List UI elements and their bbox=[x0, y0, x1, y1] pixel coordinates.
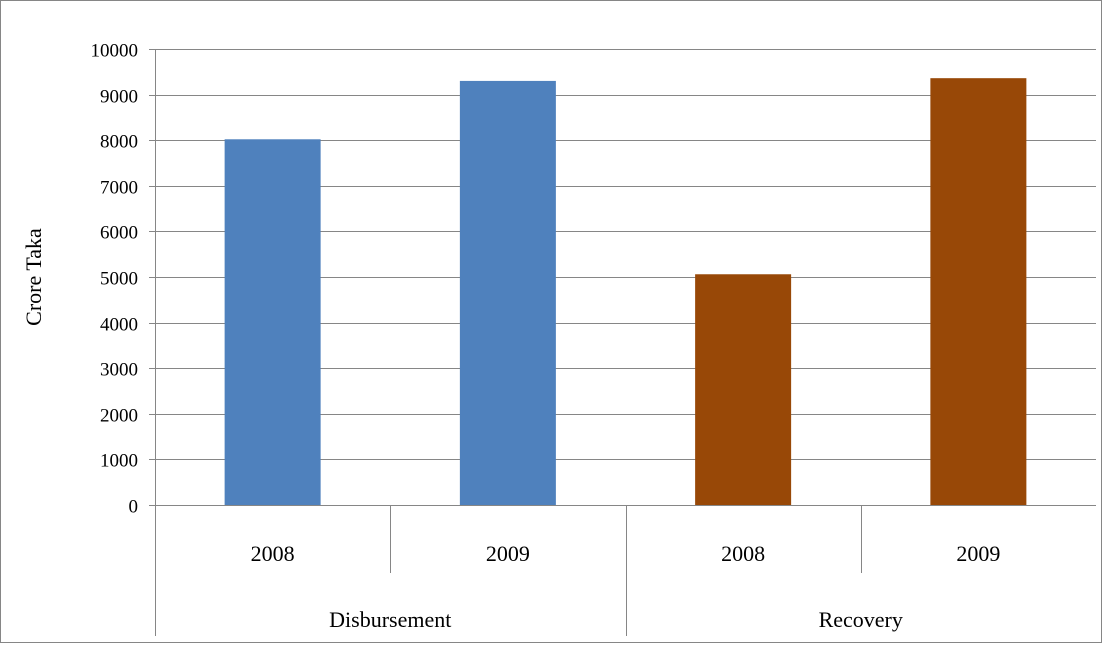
x-group-label: Disbursement bbox=[329, 607, 451, 632]
bars bbox=[224, 78, 1027, 506]
x-group-label: Recovery bbox=[819, 607, 903, 632]
x-group-labels: Disbursement Recovery bbox=[329, 607, 903, 632]
y-tick-label: 10000 bbox=[91, 41, 139, 62]
y-tick-label: 2000 bbox=[100, 406, 138, 427]
bar-disbursement-2008 bbox=[224, 139, 321, 505]
y-tick-label: 9000 bbox=[100, 87, 138, 108]
y-tick-label: 7000 bbox=[100, 178, 138, 199]
x-category-labels: 2008 2009 2008 2009 bbox=[251, 541, 1001, 566]
y-tick-label: 6000 bbox=[100, 223, 138, 244]
x-category-label: 2009 bbox=[486, 541, 530, 566]
bar-recovery-2009 bbox=[930, 78, 1027, 506]
y-tick-label: 5000 bbox=[100, 269, 138, 290]
y-tick-label: 0 bbox=[129, 497, 139, 518]
y-tick-label: 8000 bbox=[100, 132, 138, 153]
x-category-label: 2008 bbox=[721, 541, 765, 566]
y-tick-label: 3000 bbox=[100, 360, 138, 381]
y-tick-label: 4000 bbox=[100, 315, 138, 336]
y-tick-labels: 0 1000 2000 3000 4000 5000 6000 7000 8000 9000 100… bbox=[91, 41, 139, 518]
bar-disbursement-2009 bbox=[459, 80, 556, 506]
y-axis-label: Crore Taka bbox=[21, 228, 46, 326]
x-category-label: 2009 bbox=[956, 541, 1000, 566]
y-tick-label: 1000 bbox=[100, 451, 138, 472]
bar-recovery-2008 bbox=[695, 274, 792, 505]
x-category-label: 2008 bbox=[251, 541, 295, 566]
axes bbox=[149, 49, 1096, 636]
